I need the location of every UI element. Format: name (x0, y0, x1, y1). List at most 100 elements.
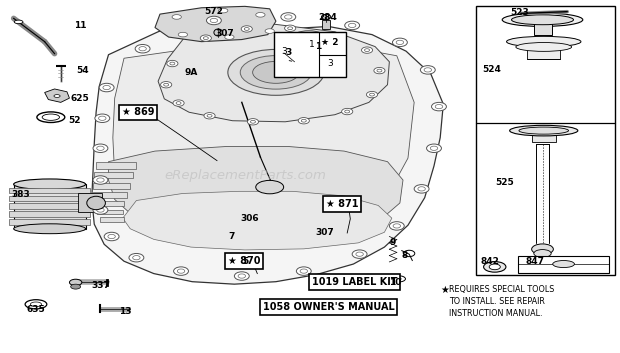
Ellipse shape (255, 12, 265, 17)
Ellipse shape (99, 83, 114, 92)
Ellipse shape (392, 38, 407, 47)
Text: 1019 LABEL KIT: 1019 LABEL KIT (312, 277, 397, 287)
Bar (274, 32, 346, 77)
Text: 306: 306 (241, 214, 259, 223)
Ellipse shape (241, 26, 252, 32)
Ellipse shape (510, 125, 578, 136)
Ellipse shape (502, 13, 583, 26)
Text: 3: 3 (281, 47, 287, 56)
Text: 1: 1 (309, 40, 315, 49)
Text: 8: 8 (402, 251, 408, 261)
Text: ★ 870: ★ 870 (228, 256, 260, 266)
Bar (93, 183, 130, 189)
Ellipse shape (281, 13, 296, 21)
Text: 523: 523 (510, 8, 529, 17)
Ellipse shape (93, 176, 108, 184)
Text: 54: 54 (76, 66, 89, 75)
Polygon shape (92, 12, 443, 284)
Bar (9, 219, 90, 225)
Text: 842: 842 (480, 257, 499, 267)
Ellipse shape (167, 60, 178, 67)
Ellipse shape (71, 284, 81, 289)
Text: 307: 307 (216, 29, 234, 38)
Ellipse shape (200, 35, 211, 41)
Polygon shape (123, 191, 392, 250)
Text: 635: 635 (26, 305, 45, 315)
Ellipse shape (247, 119, 259, 125)
Bar (9, 196, 90, 201)
Ellipse shape (69, 279, 82, 286)
Ellipse shape (93, 206, 108, 214)
Text: 284: 284 (318, 13, 337, 22)
Ellipse shape (255, 180, 283, 194)
Text: 13: 13 (119, 307, 131, 316)
Text: 572: 572 (205, 7, 223, 16)
Ellipse shape (206, 16, 221, 25)
Ellipse shape (427, 144, 441, 152)
Text: ★: ★ (440, 285, 449, 295)
Ellipse shape (14, 20, 23, 24)
Text: 7: 7 (228, 232, 234, 241)
Ellipse shape (265, 29, 274, 34)
Bar (527, 42, 560, 59)
Bar (14, 184, 86, 229)
Polygon shape (113, 35, 414, 239)
Ellipse shape (234, 272, 249, 280)
Ellipse shape (420, 66, 435, 74)
Text: ★ 869: ★ 869 (122, 107, 154, 117)
Text: 337: 337 (92, 281, 110, 290)
Ellipse shape (484, 262, 506, 272)
Ellipse shape (173, 100, 184, 106)
Ellipse shape (42, 114, 60, 120)
Ellipse shape (516, 42, 572, 52)
Ellipse shape (553, 261, 575, 268)
Ellipse shape (374, 67, 385, 74)
Ellipse shape (519, 127, 569, 134)
Ellipse shape (30, 302, 42, 306)
Bar (9, 211, 90, 217)
Polygon shape (45, 89, 69, 102)
Bar (518, 256, 609, 273)
Ellipse shape (95, 114, 110, 122)
Text: 3: 3 (327, 59, 333, 68)
Ellipse shape (14, 179, 86, 190)
Ellipse shape (14, 224, 86, 234)
Ellipse shape (432, 102, 446, 111)
Polygon shape (155, 6, 276, 42)
Ellipse shape (534, 250, 551, 257)
Ellipse shape (214, 29, 223, 36)
Bar (9, 188, 90, 193)
Bar (97, 210, 123, 214)
Text: 383: 383 (11, 190, 30, 199)
Ellipse shape (224, 35, 234, 40)
Bar (78, 193, 102, 212)
Text: 307: 307 (315, 228, 334, 237)
Bar (94, 172, 133, 178)
Text: 524: 524 (482, 65, 501, 74)
Ellipse shape (414, 185, 429, 193)
Text: 9: 9 (389, 238, 396, 247)
Bar (94, 201, 124, 206)
Ellipse shape (322, 14, 331, 19)
Ellipse shape (54, 95, 60, 97)
Ellipse shape (253, 61, 299, 83)
Bar (532, 131, 556, 142)
Text: eReplacementParts.com: eReplacementParts.com (164, 169, 326, 182)
Ellipse shape (507, 36, 581, 47)
Ellipse shape (218, 8, 228, 13)
Polygon shape (108, 146, 403, 241)
Ellipse shape (240, 56, 311, 89)
Text: ★ 2: ★ 2 (321, 38, 339, 47)
Ellipse shape (104, 232, 119, 241)
Ellipse shape (512, 15, 574, 25)
Bar (9, 203, 90, 209)
Ellipse shape (179, 32, 187, 37)
Ellipse shape (285, 25, 296, 31)
Bar (322, 20, 330, 29)
Text: 3: 3 (285, 48, 291, 57)
Ellipse shape (328, 32, 339, 38)
Ellipse shape (87, 196, 105, 210)
Text: 11: 11 (74, 21, 87, 30)
Ellipse shape (204, 113, 215, 119)
Text: ★ 871: ★ 871 (326, 199, 358, 209)
